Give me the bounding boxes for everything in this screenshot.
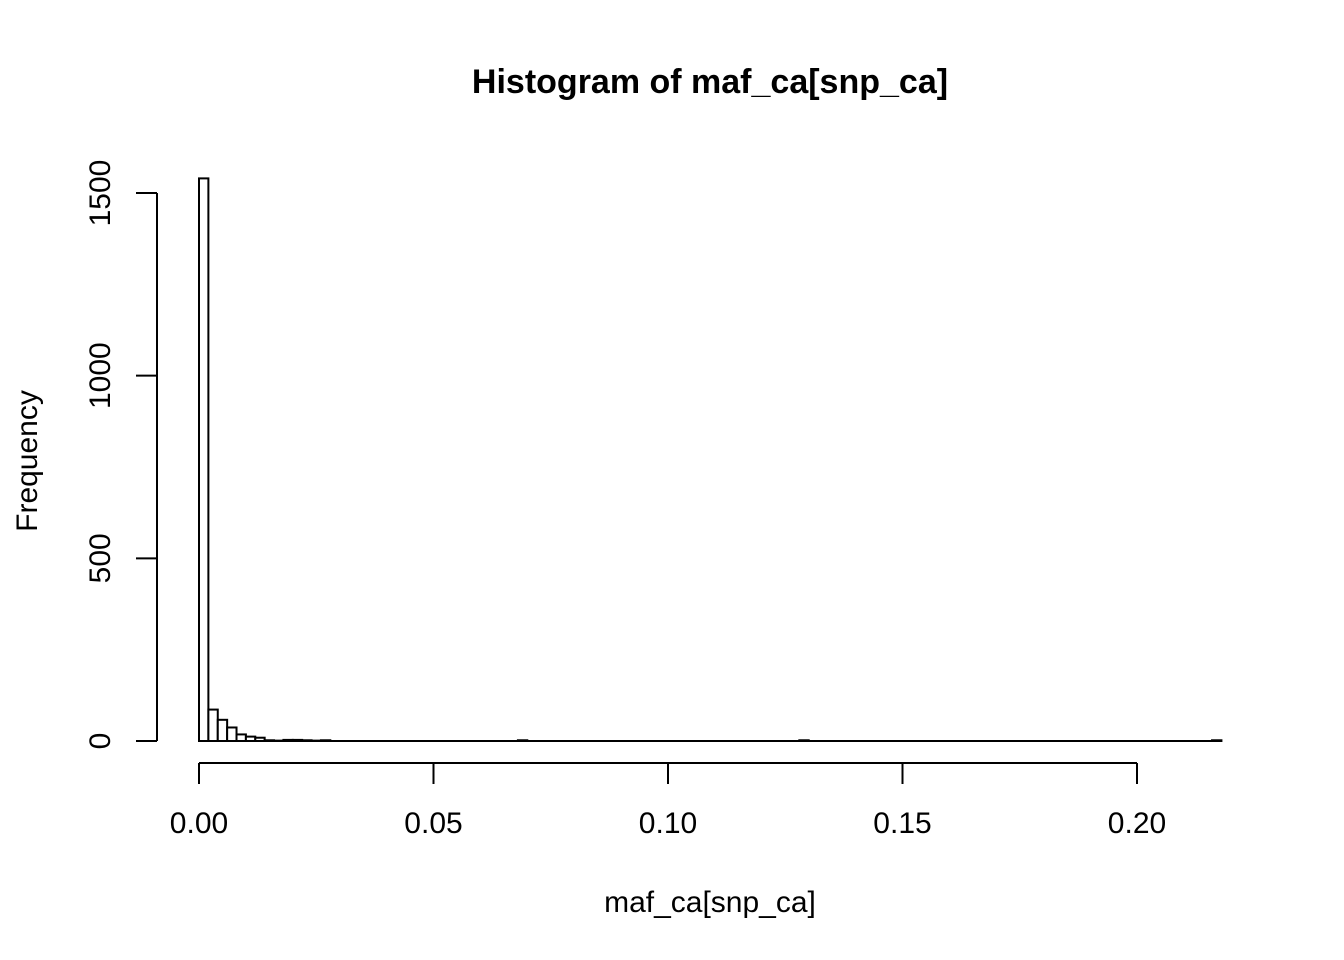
histogram-bar [216,718,229,743]
y-tick-label: 1500 [84,160,117,227]
histogram-bar [198,177,210,743]
y-axis-label: Frequency [11,390,44,532]
histogram-bar [226,726,238,742]
histogram-bar [319,739,332,743]
x-tick-label: 0.00 [170,807,228,840]
x-tick-label: 0.10 [639,807,697,840]
x-tick-label: 0.05 [404,807,462,840]
histogram-bar [798,739,810,743]
histogram-bar [207,708,219,743]
histogram-bar [301,739,313,743]
histogram-bar [291,738,304,742]
histogram-bar [1211,739,1223,743]
chart-title: Histogram of maf_ca[snp_ca] [472,63,948,101]
x-tick-label: 0.15 [873,807,931,840]
y-tick-label: 500 [84,533,117,583]
y-axis: 0 500 1000 1500 [84,160,158,750]
histogram-bar [235,733,247,743]
histogram-bar [244,735,257,743]
histogram-bar [263,739,276,743]
y-tick-label: 1000 [84,342,117,409]
histogram-bar [254,736,266,742]
y-tick-label: 0 [84,733,117,750]
histogram-bar [516,739,529,743]
x-axis-label: maf_ca[snp_ca] [604,886,816,919]
histogram-bars [198,177,1223,743]
x-axis: 0.00 0.05 0.10 0.15 0.20 [170,762,1166,840]
histogram-bar [282,738,294,742]
x-tick-label: 0.20 [1108,807,1166,840]
